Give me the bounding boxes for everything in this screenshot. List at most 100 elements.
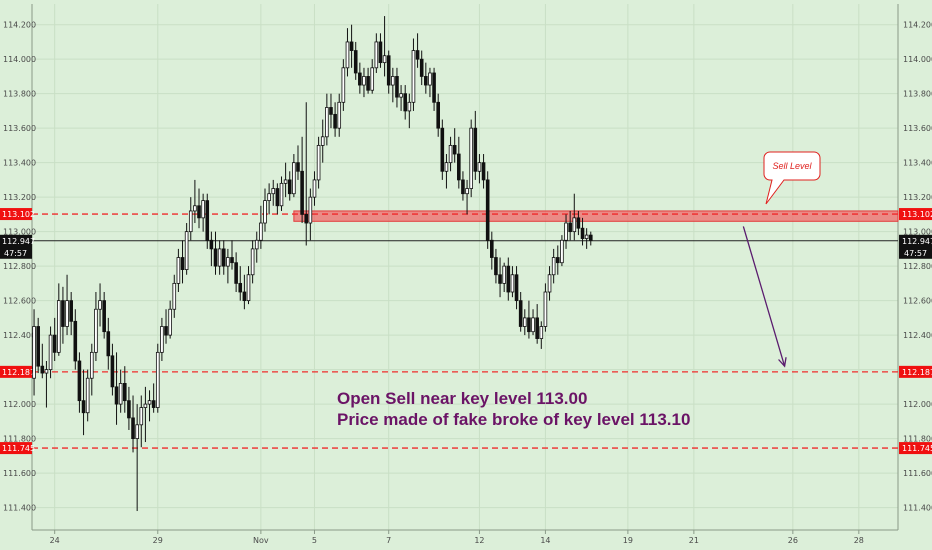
y-tick-label-left: 112.000 [3,400,36,409]
y-tick-label-right: 111.800 [903,435,932,444]
candle-body [419,58,424,77]
candle [477,154,482,184]
candle [370,59,375,94]
candle-body [77,360,82,402]
candle [230,240,234,270]
candle-body [349,41,354,51]
candle-body [551,257,556,276]
candle-body [271,188,276,195]
candle-body [94,308,98,353]
candle [94,292,98,361]
y-tick-label-left: 113.000 [3,228,36,237]
y-tick-label-right: 112.800 [903,262,932,271]
candle-body [325,107,329,138]
level-tag-left-bg [0,442,32,455]
candle-body [279,182,284,207]
candle-body [292,162,296,195]
x-tick-label: 14 [540,536,550,545]
candle [391,67,395,103]
x-tick-label: 28 [854,536,864,545]
candle [114,352,119,425]
candle [378,33,383,68]
candle-body [531,317,535,333]
sell-level-callout-box [763,151,821,205]
candle [481,154,486,189]
candle-body [440,127,445,172]
level-tag-right-bg [899,365,932,378]
candle [473,110,478,180]
candle-body [238,282,243,293]
candle-body [230,257,234,264]
candle [213,231,218,275]
candle-body [391,76,395,86]
candle [461,171,465,201]
x-tick-label: 5 [312,536,317,545]
candle-body [246,274,251,302]
candle [77,352,82,413]
candle-body [411,50,416,103]
candle-body [201,200,205,219]
candle [531,309,535,336]
candle-body [448,145,453,164]
candle-body [506,265,511,293]
y-tick-label-right: 113.800 [903,90,932,99]
candle [180,240,185,284]
candle [572,193,577,241]
candle-body [267,193,271,202]
candle [98,283,102,327]
candle-body [122,383,127,402]
candle [510,266,515,298]
candle-body [81,400,86,414]
candle-body [366,76,370,91]
candle [543,283,548,332]
candle [312,171,317,206]
x-tick-label: 21 [689,536,699,545]
candle [184,223,189,275]
candle-body [333,113,337,129]
y-tick-label-right: 113.200 [903,193,932,202]
candle-body [57,300,61,353]
y-tick-label-left: 114.200 [3,21,36,30]
candle-body [358,72,362,86]
candle-body [584,234,589,239]
candle [36,317,40,374]
candle-body [221,248,226,267]
candle-body [304,213,309,224]
candle [172,274,177,318]
candle-body [213,248,218,267]
level-tag-left-bg [0,365,32,378]
candle [465,179,469,215]
y-tick-label-left: 113.600 [3,124,36,133]
level-tag-right-bg [899,442,932,455]
y-tick-label-left: 113.200 [3,193,36,202]
candle [32,309,36,396]
candle [353,41,358,80]
candle-body [61,300,65,327]
candle-body [300,170,304,215]
candle-body [494,257,498,276]
candle-body [403,93,408,112]
candle [304,102,309,246]
candle [275,183,280,215]
candle [102,292,106,339]
candle-body [490,239,494,258]
candle-body [514,274,519,302]
candle [48,326,53,379]
candle-body [547,274,552,293]
y-tick-label-right: 114.000 [903,55,932,64]
candle-body [172,282,177,310]
candle [535,304,539,344]
candle [135,404,139,512]
level-tag-right-text: 112.187 [902,368,932,377]
candle-body [568,222,572,233]
candle-body [259,222,263,241]
candle [143,386,148,443]
y-tick-label-right: 113.400 [903,159,932,168]
candle [254,231,259,263]
candle-body [527,317,531,333]
candle-body [395,76,399,98]
candle [502,262,506,293]
countdown-left-text: 47:57 [4,249,27,258]
candle [164,309,168,344]
